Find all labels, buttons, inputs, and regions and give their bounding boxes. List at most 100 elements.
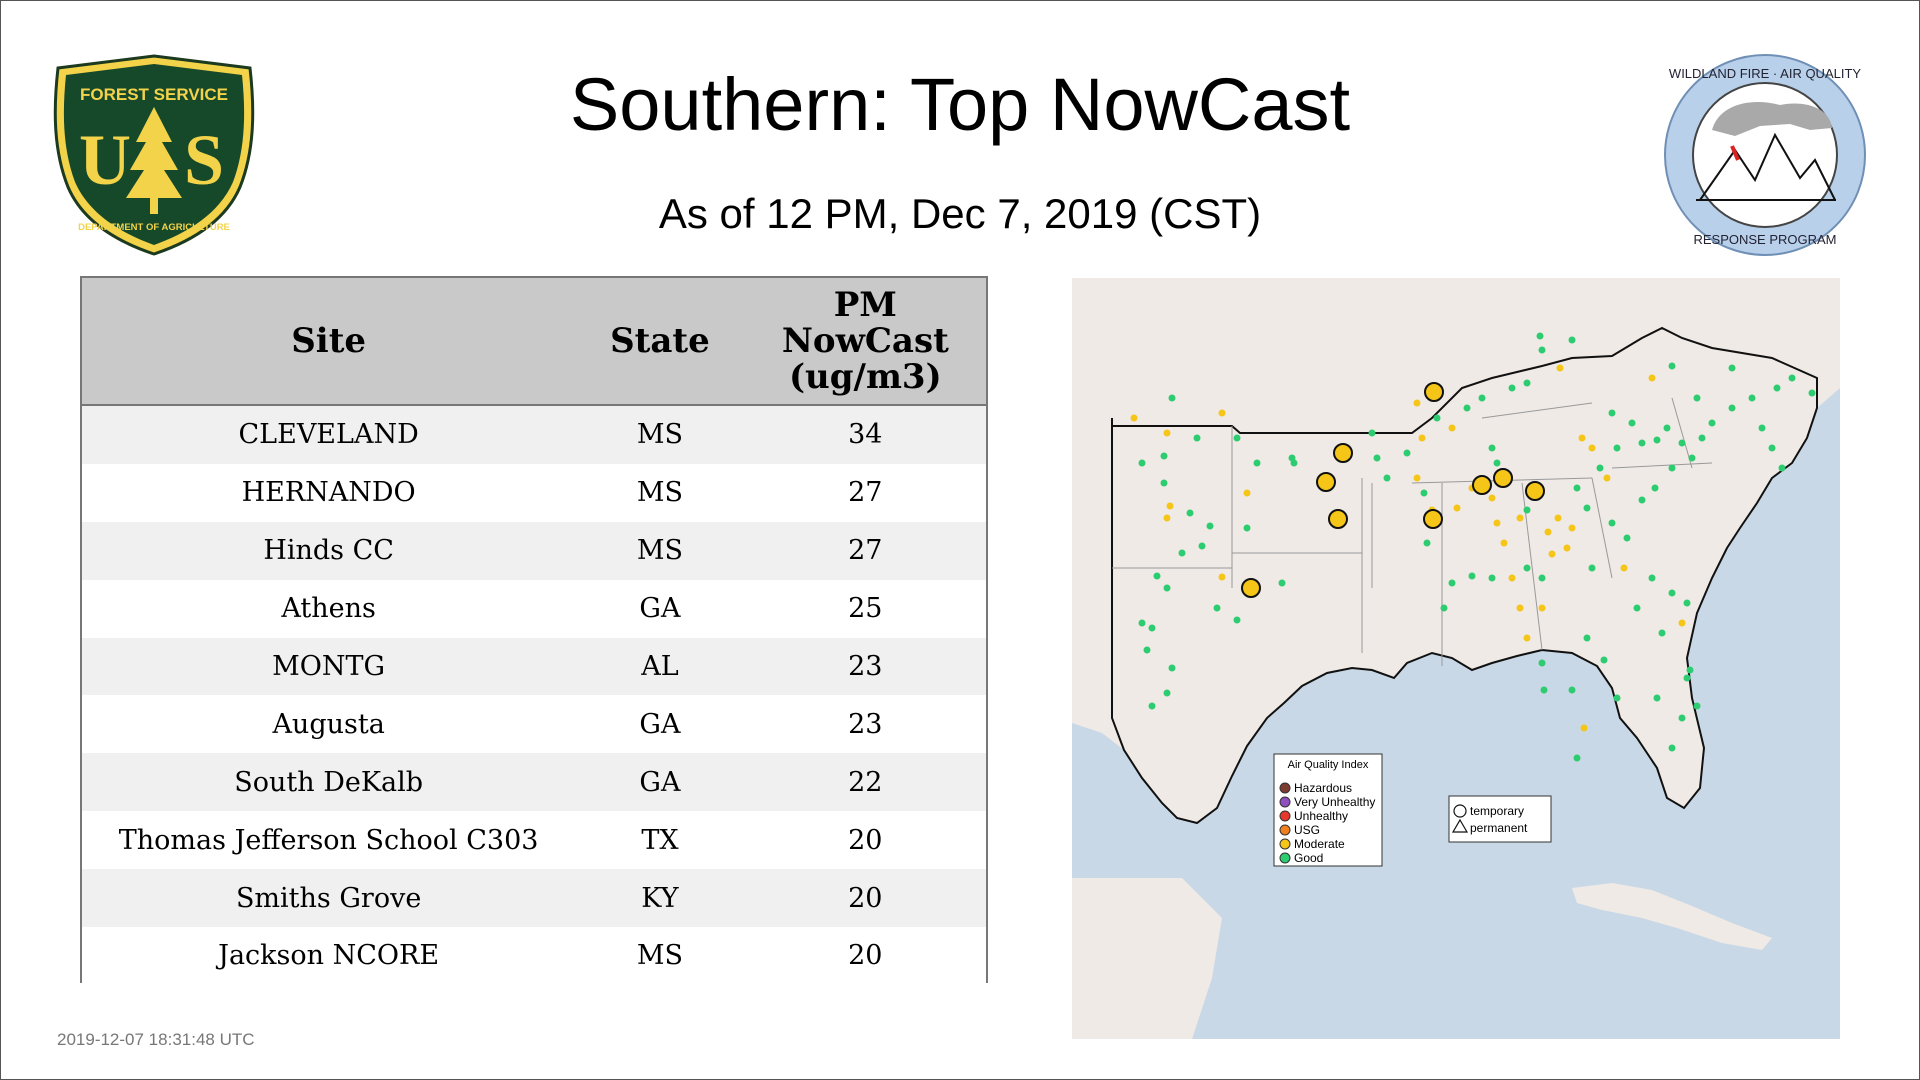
site-marker <box>1573 754 1581 762</box>
permanent-legend-item: permanent <box>1451 818 1528 835</box>
top-site-marker <box>1333 443 1353 463</box>
pine-tree-icon <box>126 107 182 214</box>
fs-logo-bottom-text: DEPARTMENT OF AGRICULTURE <box>78 222 230 233</box>
site-marker <box>1536 332 1544 340</box>
aqi-legend-label: Good <box>1294 851 1323 865</box>
top-site-marker <box>1493 468 1513 488</box>
site-marker <box>1143 646 1151 654</box>
site-marker <box>1758 424 1766 432</box>
site-marker <box>1523 634 1531 642</box>
site-marker <box>1453 504 1461 512</box>
top-site-marker <box>1472 475 1492 495</box>
value-cell: 20 <box>744 927 986 985</box>
site-marker <box>1648 374 1656 382</box>
site-marker <box>1163 429 1171 437</box>
forest-service-logo: FOREST SERVICE U S DEPARTMENT OF AGRICUL… <box>53 54 255 256</box>
table-row: Smiths Grove KY 20 <box>82 869 986 928</box>
site-marker <box>1613 694 1621 702</box>
site-marker <box>1153 572 1161 580</box>
site-marker <box>1278 579 1286 587</box>
pm-header-line-2: NowCast <box>781 321 949 361</box>
site-marker <box>1548 550 1556 558</box>
site-marker <box>1683 599 1691 607</box>
triangle-icon <box>1451 818 1469 833</box>
state-cell: AL <box>575 637 745 696</box>
site-cell: South DeKalb <box>82 753 576 812</box>
site-marker <box>1488 494 1496 502</box>
wildland-fire-logo: WILDLAND FIRE · AIR QUALITY RESPONSE PRO… <box>1664 54 1866 256</box>
site-marker <box>1206 522 1214 530</box>
site-marker <box>1233 434 1241 442</box>
site-marker <box>1186 509 1194 517</box>
table-header-row: Site State PM NowCast (ug/m3) <box>82 278 986 406</box>
pm-header-line-3: (ug/m3) <box>788 357 942 397</box>
site-cell: Augusta <box>82 695 576 754</box>
site-marker <box>1678 714 1686 722</box>
site-marker <box>1290 459 1298 467</box>
aqi-legend-title: Air Quality Index <box>1288 759 1369 771</box>
value-cell: 23 <box>744 637 986 696</box>
aqi-legend-label: Very Unhealthy <box>1294 795 1375 809</box>
site-marker <box>1448 424 1456 432</box>
site-marker <box>1568 686 1576 694</box>
table-row: Thomas Jefferson School C303 TX 20 <box>82 811 986 870</box>
site-marker <box>1573 484 1581 492</box>
site-marker <box>1420 489 1428 497</box>
site-marker <box>1608 519 1616 527</box>
aqi-legend-item-moderate: Moderate <box>1279 837 1345 851</box>
site-marker <box>1563 544 1571 552</box>
site-marker <box>1648 574 1656 582</box>
site-marker <box>1688 454 1696 462</box>
site-marker <box>1403 449 1411 457</box>
state-cell: GA <box>575 753 745 812</box>
site-marker <box>1683 674 1691 682</box>
site-marker <box>1638 496 1646 504</box>
site-marker <box>1130 414 1138 422</box>
site-marker <box>1418 434 1426 442</box>
site-marker <box>1468 572 1476 580</box>
site-marker <box>1568 336 1576 344</box>
site-marker <box>1163 584 1171 592</box>
permanent-label: permanent <box>1470 821 1528 835</box>
site-marker <box>1686 666 1694 674</box>
state-cell: GA <box>575 579 745 638</box>
aqi-legend-label: Hazardous <box>1294 781 1352 795</box>
map-yucatan <box>1072 878 1222 1039</box>
site-marker <box>1658 629 1666 637</box>
site-marker <box>1193 434 1201 442</box>
site-marker <box>1544 528 1552 536</box>
site-marker <box>1478 394 1486 402</box>
site-marker <box>1383 474 1391 482</box>
wf-logo-bottom-text: RESPONSE PROGRAM <box>1693 232 1836 247</box>
site-marker <box>1578 434 1586 442</box>
site-cell: CLEVELAND <box>82 405 576 464</box>
site-cell: Hinds CC <box>82 521 576 580</box>
site-marker <box>1516 514 1524 522</box>
site-marker <box>1788 374 1796 382</box>
nowcast-table: Site State PM NowCast (ug/m3) CLEVELAND … <box>80 276 988 985</box>
site-marker <box>1678 439 1686 447</box>
site-marker <box>1538 659 1546 667</box>
state-cell: MS <box>575 463 745 522</box>
site-marker <box>1698 434 1706 442</box>
site-cell: MONTG <box>82 637 576 696</box>
site-marker <box>1433 414 1441 422</box>
aqi-legend: Air Quality Index Hazardous Very Unhealt… <box>1273 753 1383 867</box>
site-marker <box>1160 479 1168 487</box>
site-marker <box>1623 534 1631 542</box>
site-marker <box>1588 444 1596 452</box>
timestamp: 2019-12-07 18:31:48 UTC <box>57 1030 255 1049</box>
temporary-legend-item: temporary <box>1453 804 1524 818</box>
value-cell: 27 <box>744 463 986 522</box>
value-cell: 25 <box>744 579 986 638</box>
site-marker <box>1163 514 1171 522</box>
air-quality-map: Air Quality Index Hazardous Very Unhealt… <box>1072 278 1840 1039</box>
temporary-label: temporary <box>1470 804 1524 818</box>
value-cell: 20 <box>744 811 986 870</box>
site-cell: Athens <box>82 579 576 638</box>
state-cell: GA <box>575 695 745 754</box>
table-row: MONTG AL 23 <box>82 637 986 696</box>
table-row: Jackson NCORE MS 20 <box>82 927 986 985</box>
site-marker <box>1808 389 1816 397</box>
site-marker <box>1523 506 1531 514</box>
